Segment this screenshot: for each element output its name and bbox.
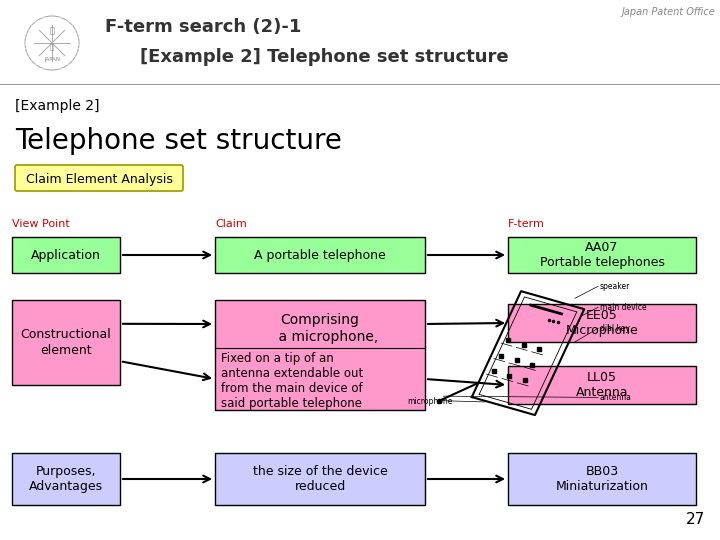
- Text: AA07
Portable telephones: AA07 Portable telephones: [539, 241, 665, 269]
- Bar: [12, 453, 120, 505]
- Bar: [508, 237, 696, 273]
- Text: Telephone set structure: Telephone set structure: [15, 127, 342, 155]
- FancyBboxPatch shape: [15, 165, 183, 191]
- Text: F-term search (2)-1: F-term search (2)-1: [105, 18, 302, 36]
- Bar: [215, 300, 425, 410]
- Text: View Point: View Point: [12, 219, 70, 229]
- Text: Constructional
element: Constructional element: [21, 328, 112, 356]
- Text: Japan Patent Office: Japan Patent Office: [621, 7, 715, 17]
- Text: Comprising: Comprising: [281, 313, 359, 327]
- Bar: [12, 237, 120, 273]
- Text: 27: 27: [685, 512, 705, 527]
- Bar: [12, 300, 120, 385]
- Text: microphone: microphone: [407, 397, 452, 407]
- Bar: [215, 453, 425, 505]
- Text: Application: Application: [31, 248, 101, 261]
- Text: 特: 特: [50, 26, 55, 36]
- Text: a microphone,: a microphone,: [261, 330, 379, 344]
- Text: the size of the device
reduced: the size of the device reduced: [253, 465, 387, 493]
- Text: Claim: Claim: [215, 219, 247, 229]
- Text: dial key: dial key: [600, 324, 630, 333]
- Text: [Example 2]: [Example 2]: [15, 99, 99, 113]
- Text: F-term: F-term: [508, 219, 545, 229]
- Text: Purposes,
Advantages: Purposes, Advantages: [29, 465, 103, 493]
- Text: JAPAN: JAPAN: [44, 57, 60, 62]
- Text: LL05
Antenna: LL05 Antenna: [576, 371, 629, 399]
- Text: speaker: speaker: [600, 282, 631, 291]
- Text: [Example 2] Telephone set structure: [Example 2] Telephone set structure: [115, 48, 508, 66]
- Text: Claim Element Analysis: Claim Element Analysis: [26, 172, 172, 186]
- Bar: [508, 304, 696, 342]
- Text: A portable telephone: A portable telephone: [254, 248, 386, 261]
- Text: main device: main device: [600, 303, 647, 312]
- Text: BB03
Miniaturization: BB03 Miniaturization: [556, 465, 649, 493]
- Bar: [215, 237, 425, 273]
- Text: antenna: antenna: [600, 393, 632, 402]
- Bar: [508, 453, 696, 505]
- Text: Fixed on a tip of an
antenna extendable out
from the main device of
said portabl: Fixed on a tip of an antenna extendable …: [221, 352, 364, 410]
- Text: EE05
Microphone: EE05 Microphone: [566, 309, 639, 337]
- Bar: [508, 366, 696, 404]
- Text: 許: 許: [50, 44, 54, 50]
